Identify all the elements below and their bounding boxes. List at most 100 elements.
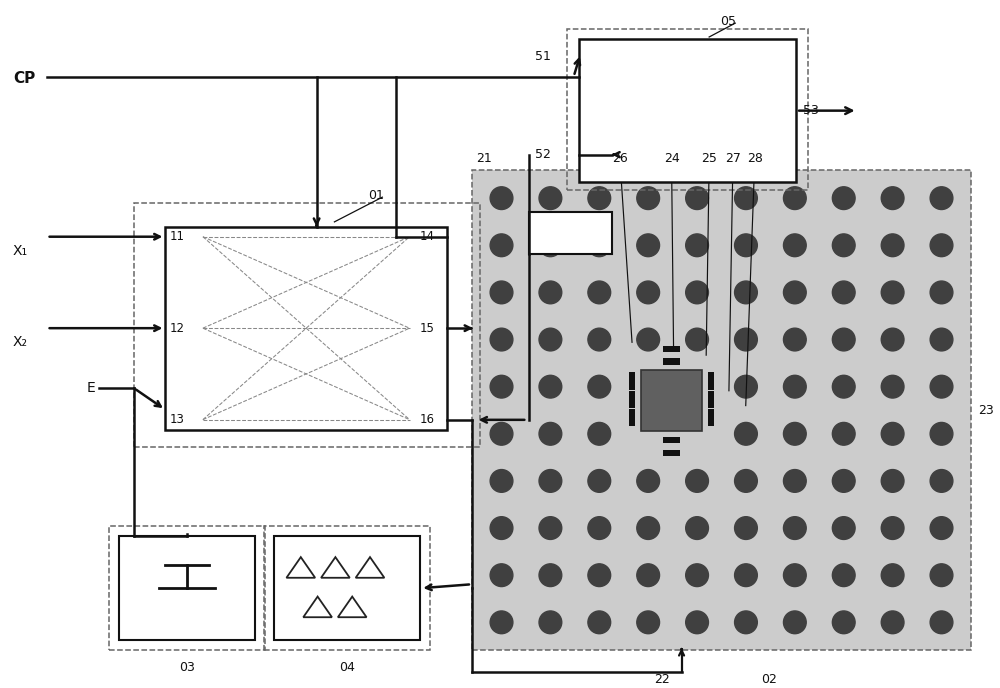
Circle shape — [735, 470, 757, 493]
Circle shape — [832, 375, 855, 398]
Bar — [708, 372, 714, 390]
Text: 14: 14 — [419, 230, 434, 244]
Circle shape — [735, 611, 757, 634]
Circle shape — [490, 186, 513, 210]
Circle shape — [832, 328, 855, 351]
Bar — [641, 370, 702, 431]
Text: 22: 22 — [654, 673, 669, 686]
Circle shape — [588, 328, 611, 351]
Circle shape — [930, 611, 953, 634]
Circle shape — [735, 281, 757, 304]
Bar — [529, 212, 612, 253]
Circle shape — [539, 611, 562, 634]
Circle shape — [490, 517, 513, 539]
Text: 26: 26 — [612, 152, 628, 165]
Circle shape — [881, 186, 904, 210]
Text: 02: 02 — [761, 673, 777, 686]
Circle shape — [735, 186, 757, 210]
Circle shape — [881, 611, 904, 634]
Circle shape — [735, 517, 757, 539]
Bar — [134, 203, 480, 447]
Text: X₁: X₁ — [13, 244, 28, 257]
Circle shape — [686, 517, 708, 539]
Circle shape — [637, 281, 660, 304]
Circle shape — [588, 470, 611, 493]
Circle shape — [735, 328, 757, 351]
Circle shape — [539, 375, 562, 398]
Circle shape — [588, 186, 611, 210]
Bar — [663, 345, 680, 352]
Circle shape — [588, 422, 611, 445]
Circle shape — [686, 281, 708, 304]
Circle shape — [930, 422, 953, 445]
Circle shape — [490, 375, 513, 398]
Circle shape — [490, 328, 513, 351]
Circle shape — [881, 281, 904, 304]
Circle shape — [930, 234, 953, 257]
Circle shape — [637, 611, 660, 634]
Circle shape — [783, 564, 806, 587]
Circle shape — [881, 375, 904, 398]
Bar — [567, 29, 808, 191]
Circle shape — [539, 328, 562, 351]
Text: 11: 11 — [169, 230, 184, 244]
Text: 12: 12 — [169, 322, 184, 334]
Circle shape — [539, 281, 562, 304]
Text: 25: 25 — [701, 152, 717, 165]
Circle shape — [783, 517, 806, 539]
Circle shape — [930, 375, 953, 398]
Bar — [663, 449, 680, 455]
Bar — [629, 409, 635, 427]
Circle shape — [881, 470, 904, 493]
Text: 27: 27 — [725, 152, 741, 165]
Circle shape — [735, 375, 757, 398]
Circle shape — [881, 564, 904, 587]
Circle shape — [930, 186, 953, 210]
Bar — [109, 526, 265, 650]
Circle shape — [832, 611, 855, 634]
Circle shape — [832, 186, 855, 210]
Circle shape — [783, 375, 806, 398]
Text: 04: 04 — [339, 661, 355, 674]
Circle shape — [783, 328, 806, 351]
Bar — [629, 391, 635, 408]
Circle shape — [637, 328, 660, 351]
Circle shape — [783, 281, 806, 304]
Circle shape — [539, 422, 562, 445]
Circle shape — [881, 234, 904, 257]
Circle shape — [832, 234, 855, 257]
Circle shape — [686, 186, 708, 210]
Circle shape — [783, 470, 806, 493]
Circle shape — [686, 611, 708, 634]
Text: X₂: X₂ — [13, 335, 28, 349]
Circle shape — [881, 517, 904, 539]
Circle shape — [490, 564, 513, 587]
Circle shape — [783, 234, 806, 257]
Circle shape — [832, 470, 855, 493]
Circle shape — [637, 234, 660, 257]
Circle shape — [490, 234, 513, 257]
Circle shape — [832, 517, 855, 539]
Circle shape — [832, 281, 855, 304]
Circle shape — [930, 470, 953, 493]
Bar — [663, 358, 680, 365]
Circle shape — [539, 470, 562, 493]
Text: 13: 13 — [169, 413, 184, 426]
Circle shape — [490, 470, 513, 493]
Text: 52: 52 — [535, 148, 551, 161]
Circle shape — [588, 281, 611, 304]
Circle shape — [637, 470, 660, 493]
Text: 05: 05 — [720, 14, 736, 28]
Circle shape — [930, 564, 953, 587]
Circle shape — [588, 517, 611, 539]
Circle shape — [930, 517, 953, 539]
Circle shape — [881, 422, 904, 445]
Bar — [629, 372, 635, 390]
Circle shape — [588, 375, 611, 398]
Circle shape — [930, 328, 953, 351]
Text: 16: 16 — [419, 413, 434, 426]
Circle shape — [490, 281, 513, 304]
Text: 28: 28 — [747, 152, 763, 165]
Text: 15: 15 — [419, 322, 434, 334]
Bar — [274, 537, 420, 640]
